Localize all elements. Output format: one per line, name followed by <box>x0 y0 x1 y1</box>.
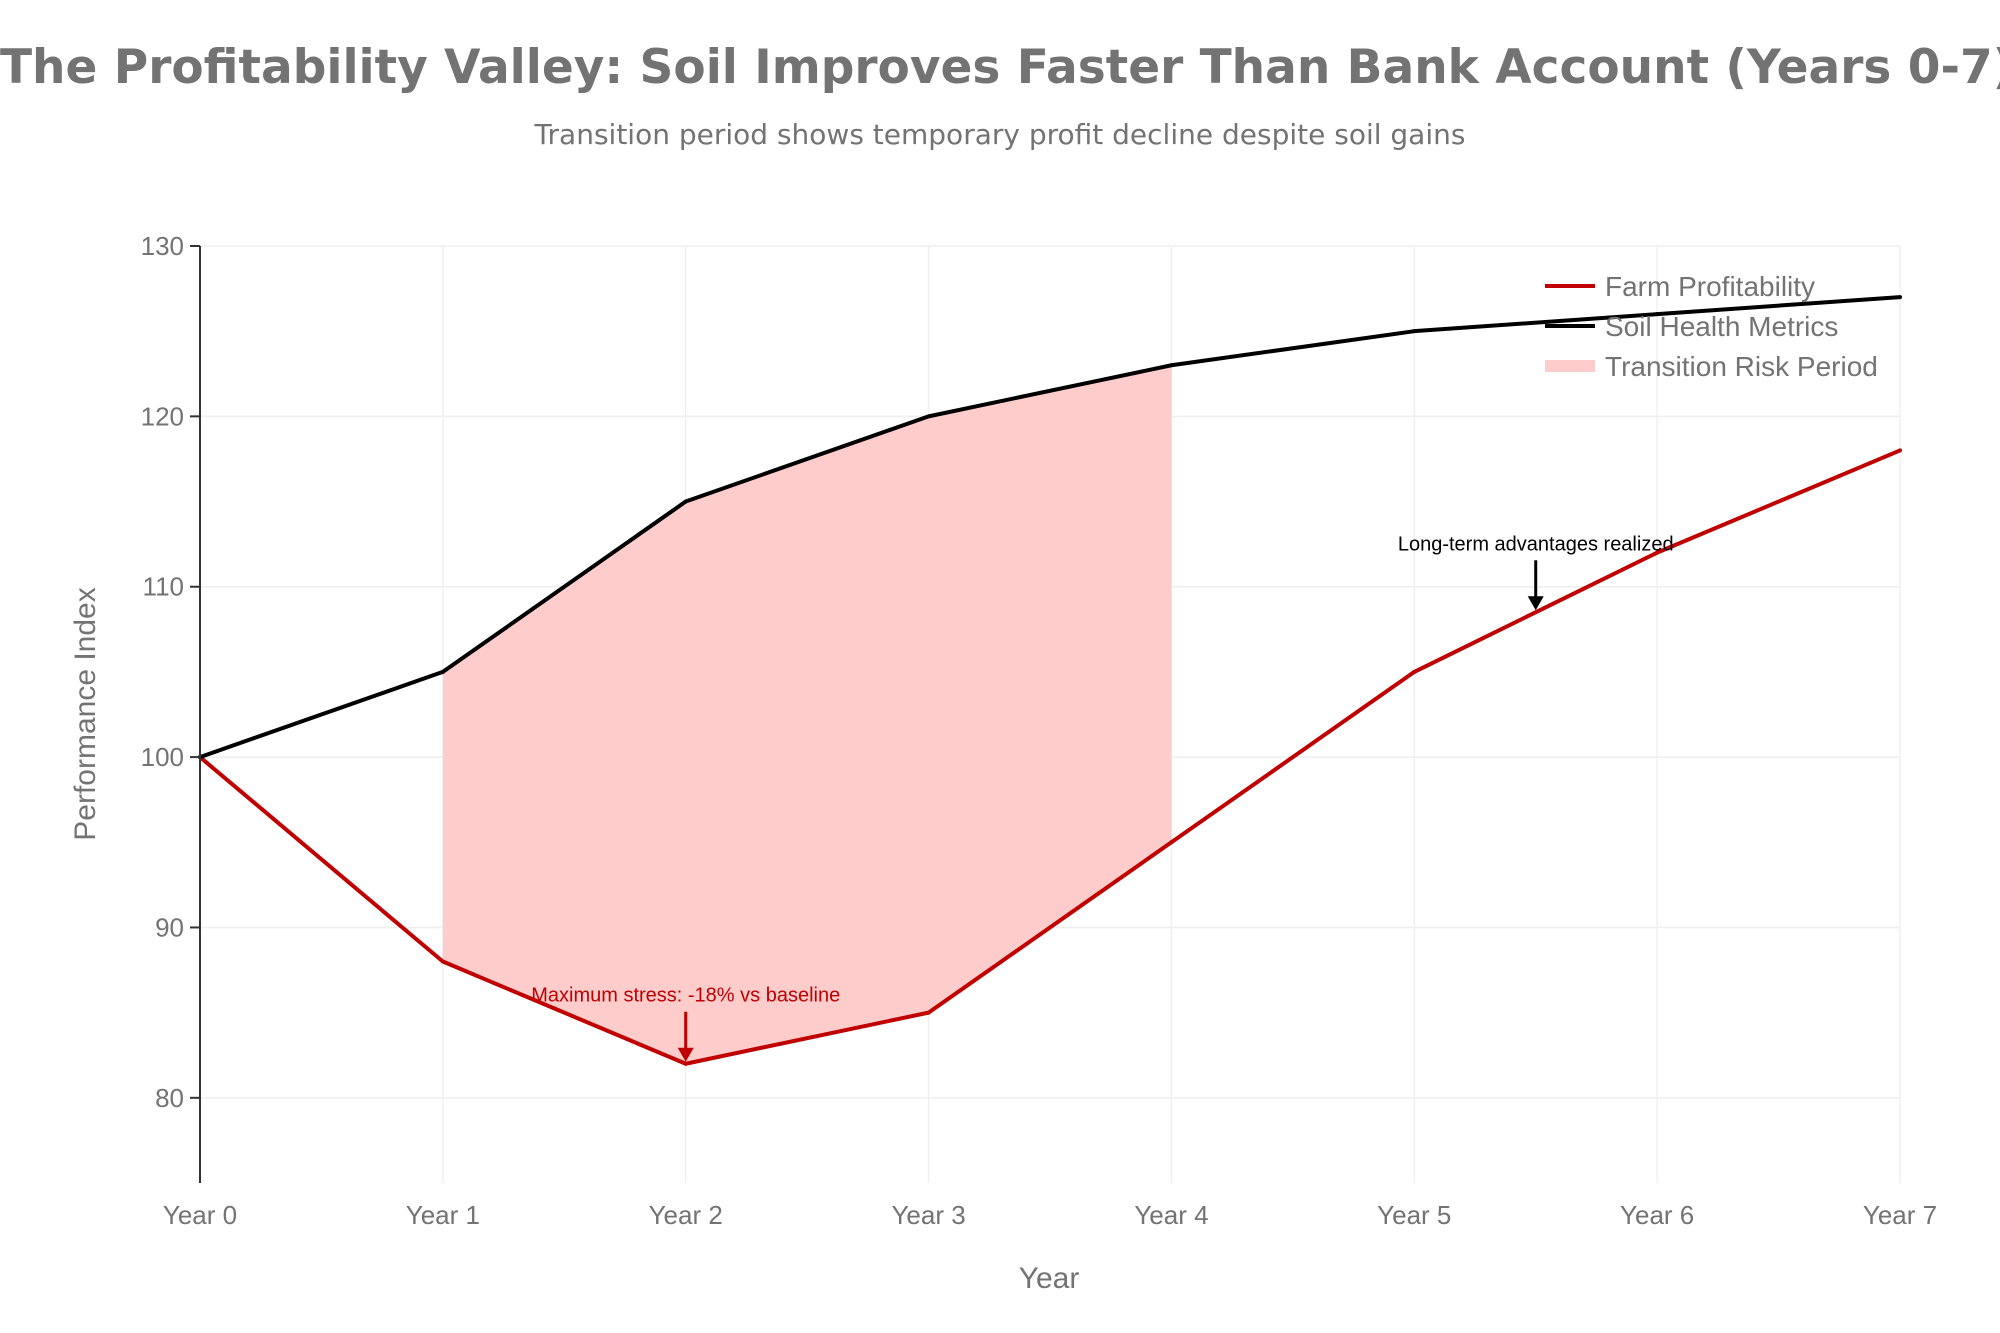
legend-label: Soil Health Metrics <box>1605 311 1838 342</box>
legend: Farm Profitability Soil Health Metrics Tra… <box>1545 271 1878 382</box>
chart-subtitle: Transition period shows temporary profit… <box>534 118 1466 151</box>
data-point <box>440 669 445 674</box>
series-layer <box>198 295 1902 1066</box>
data-point <box>1169 840 1174 845</box>
x-tick-label: Year 7 <box>1863 1200 1937 1230</box>
data-point <box>1412 329 1417 334</box>
x-tick-label: Year 5 <box>1377 1200 1451 1230</box>
data-point <box>926 1010 931 1015</box>
x-tick-label: Year 1 <box>406 1200 480 1230</box>
data-point <box>1898 295 1902 300</box>
legend-label: Farm Profitability <box>1605 271 1815 302</box>
series-line-1 <box>199 295 1901 759</box>
x-tick-label: Year 6 <box>1620 1200 1694 1230</box>
annotations: Maximum stress: -18% vs baseline Long-ter… <box>531 533 1674 1062</box>
transition-risk-area <box>442 365 1172 1064</box>
annotation-arrowhead <box>1527 596 1544 611</box>
y-tick-label: 130 <box>141 231 184 261</box>
y-tick-label: 90 <box>155 912 184 942</box>
y-tick-label: 80 <box>155 1083 184 1113</box>
y-tick-label: 110 <box>143 572 184 602</box>
data-point <box>1655 312 1660 317</box>
y-tick-label: 100 <box>141 742 184 772</box>
annotation-text-0: Maximum stress: -18% vs baseline <box>531 985 840 1007</box>
x-tick-label: Year 4 <box>1134 1200 1208 1230</box>
data-point <box>440 959 445 964</box>
data-point <box>1898 448 1902 453</box>
data-point <box>683 1061 688 1066</box>
y-axis-label: Performance Index <box>69 587 102 840</box>
x-tick-label: Year 2 <box>649 1200 723 1230</box>
y-tick-label: 120 <box>141 401 184 431</box>
data-point <box>1169 363 1174 368</box>
shaded-region-layer <box>442 365 1172 1064</box>
data-point <box>1655 550 1660 555</box>
data-point <box>683 499 688 504</box>
data-point <box>1412 669 1417 674</box>
annotation-arrowhead <box>677 1047 694 1062</box>
chart-title: The Profitability Valley: Soil Improves … <box>0 40 2000 95</box>
data-point <box>926 414 931 419</box>
x-tick-label: Year 0 <box>163 1200 237 1230</box>
x-axis-label: Year <box>1019 1262 1080 1295</box>
legend-label: Transition Risk Period <box>1605 351 1878 382</box>
series-line-0 <box>198 448 1901 1066</box>
axes: 80 90 100 110 120 130 Year 0 Year 1 Year 2 Year 3… <box>69 231 1937 1295</box>
annotation-text-1: Long-term advantages realized <box>1398 533 1674 555</box>
x-tick-label: Year 3 <box>891 1200 965 1230</box>
